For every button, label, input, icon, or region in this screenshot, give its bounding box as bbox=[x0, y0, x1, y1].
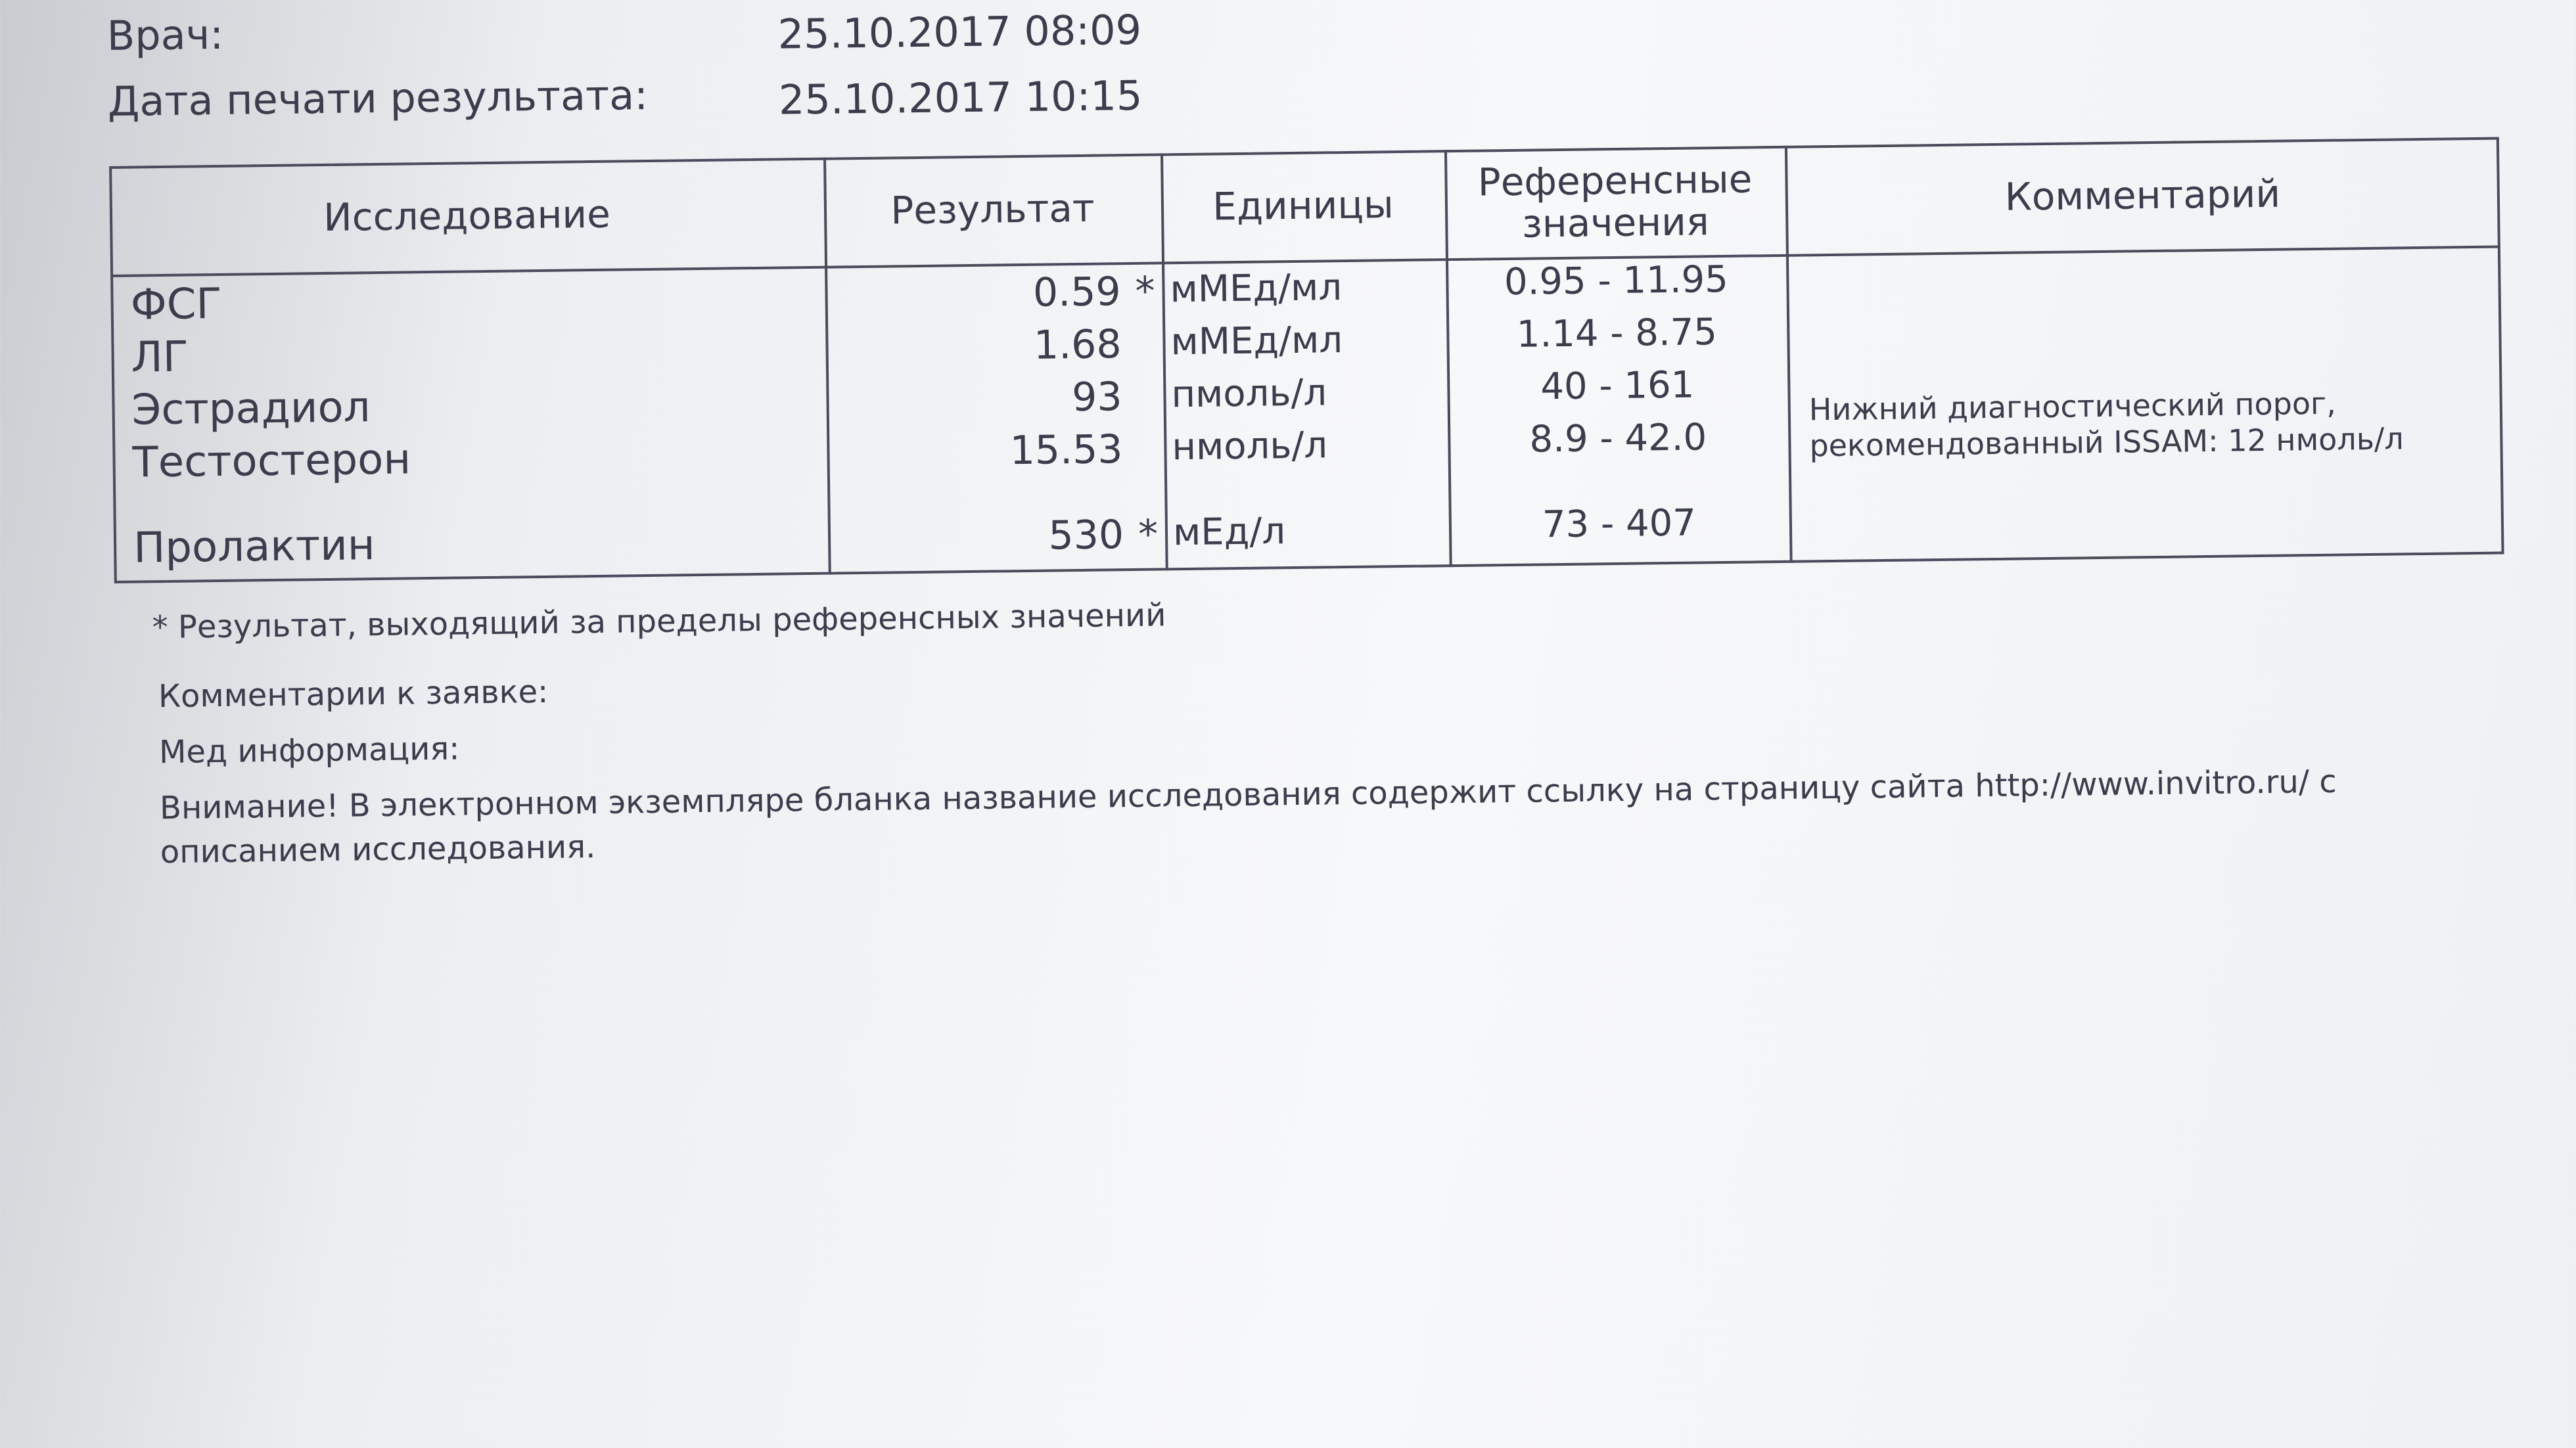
reference: 73 - 407 bbox=[1542, 501, 1697, 547]
field-label: Врач: bbox=[106, 10, 224, 60]
reference: 0.95 - 11.95 bbox=[1504, 258, 1729, 304]
result: 1.68 bbox=[1033, 321, 1122, 369]
test-name: Эстрадиол bbox=[131, 383, 371, 435]
result: 530 bbox=[1048, 512, 1124, 559]
units: пмоль/л bbox=[1171, 371, 1327, 417]
column-header: Комментарий bbox=[2004, 171, 2281, 219]
units: нмоль/л bbox=[1172, 424, 1328, 469]
test-name: ЛГ bbox=[131, 332, 189, 382]
test-name: Пролактин bbox=[133, 521, 376, 573]
units: мМЕд/мл bbox=[1170, 266, 1343, 311]
test-name: Тестостерон bbox=[132, 435, 411, 487]
column-header: Результат bbox=[890, 185, 1095, 233]
field-label: Дата печати результата: bbox=[107, 70, 649, 126]
test-name: ФСГ bbox=[130, 279, 222, 330]
note: Внимание! В электронном экземпляре бланк… bbox=[159, 763, 2337, 871]
result-flag: * bbox=[1138, 511, 1159, 558]
units: мЕд/л bbox=[1172, 510, 1286, 554]
result: 0.59 bbox=[1032, 269, 1121, 316]
footnote: * Результат, выходящий за пределы рефере… bbox=[152, 597, 1166, 646]
column-header: Исследование bbox=[323, 191, 611, 240]
result: 93 bbox=[1071, 374, 1122, 421]
reference: 1.14 - 8.75 bbox=[1516, 311, 1718, 356]
result: 15.53 bbox=[1009, 426, 1123, 474]
result-flag: * bbox=[1135, 268, 1155, 315]
reference: 40 - 161 bbox=[1540, 363, 1695, 409]
column-header: Референсные значения bbox=[1477, 156, 1753, 246]
address: Сальск, ул. Павлова, д. 1, оф. bbox=[1412, 0, 2008, 1]
comment: Нижний диагностический порог, рекомендов… bbox=[1808, 385, 2404, 464]
units: мМЕд/мл bbox=[1170, 319, 1343, 364]
reference: 8.9 - 42.0 bbox=[1529, 416, 1707, 461]
column-header: Единицы bbox=[1212, 181, 1394, 229]
field-value: 25.10.2017 08:09 bbox=[777, 5, 1142, 58]
field-value: 25.10.2017 10:15 bbox=[778, 71, 1143, 124]
